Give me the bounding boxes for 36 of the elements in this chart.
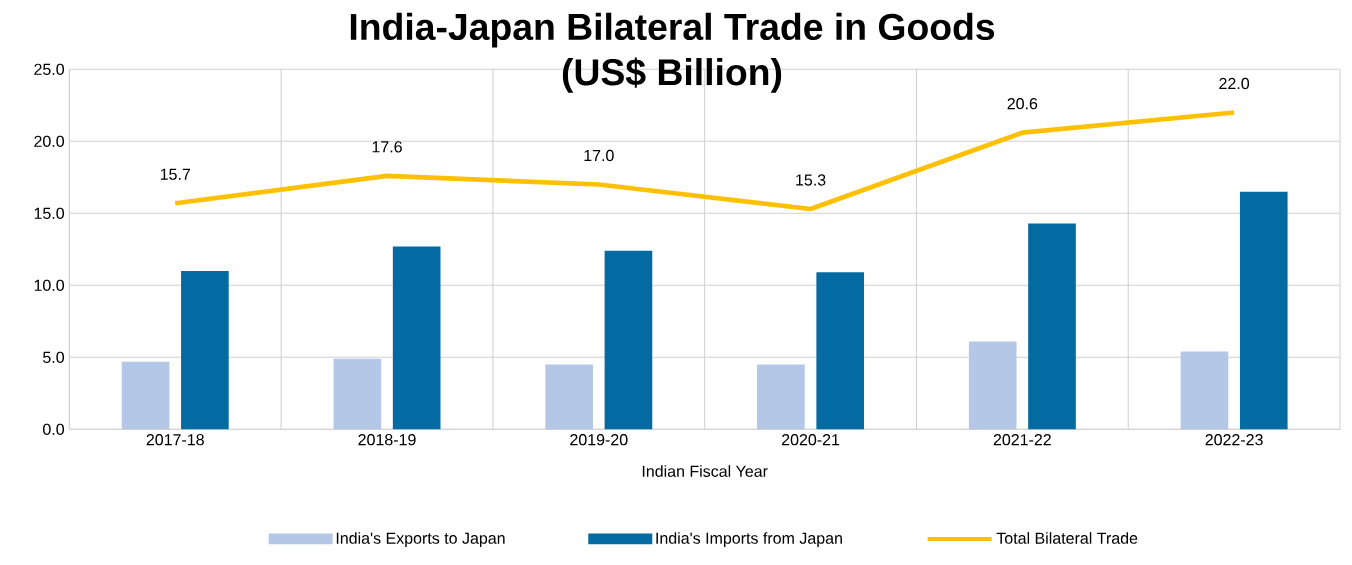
x-tick-label: 2017-18 <box>146 433 204 446</box>
y-tick-label: 20.0 <box>34 135 65 147</box>
data-label: 15.7 <box>160 168 190 180</box>
bar <box>816 272 865 430</box>
y-tick-label: 5.0 <box>43 351 65 363</box>
bar <box>392 246 441 430</box>
bar <box>1239 191 1288 430</box>
data-label: 17.6 <box>372 141 402 153</box>
chart-subtitle: (US$ Billion) <box>562 57 782 93</box>
bar <box>545 364 593 430</box>
legend-label: India's Exports to Japan <box>336 531 505 547</box>
y-tick-label: 25.0 <box>34 63 65 75</box>
x-tick-label: 2020-21 <box>782 433 840 446</box>
legend-label: Total Bilateral Trade <box>996 531 1138 544</box>
data-label: 17.0 <box>584 149 614 161</box>
bar <box>333 358 382 430</box>
bar <box>1028 223 1076 430</box>
y-tick-label: 10.0 <box>34 279 65 291</box>
bar <box>968 341 1017 430</box>
y-tick-label: 15.0 <box>34 207 65 219</box>
x-tick-label: 2022-23 <box>1205 433 1263 446</box>
bar <box>1180 351 1229 430</box>
bar <box>121 361 170 430</box>
x-axis-title: Indian Fiscal Year <box>642 465 768 477</box>
x-tick-label: 2018-19 <box>358 433 416 446</box>
legend-label: India's Imports from Japan <box>656 531 842 547</box>
x-tick-label: 2019-20 <box>570 433 628 446</box>
data-label: 22.0 <box>1219 77 1250 89</box>
bar <box>181 270 229 430</box>
chart-title: India-Japan Bilateral Trade in Goods <box>350 12 995 48</box>
data-label: 15.3 <box>796 174 826 186</box>
y-tick-label: 0.0 <box>43 423 65 435</box>
x-tick-label: 2021-22 <box>993 433 1051 446</box>
bar <box>604 250 653 430</box>
data-label: 20.6 <box>1007 97 1038 110</box>
bar <box>757 364 805 430</box>
